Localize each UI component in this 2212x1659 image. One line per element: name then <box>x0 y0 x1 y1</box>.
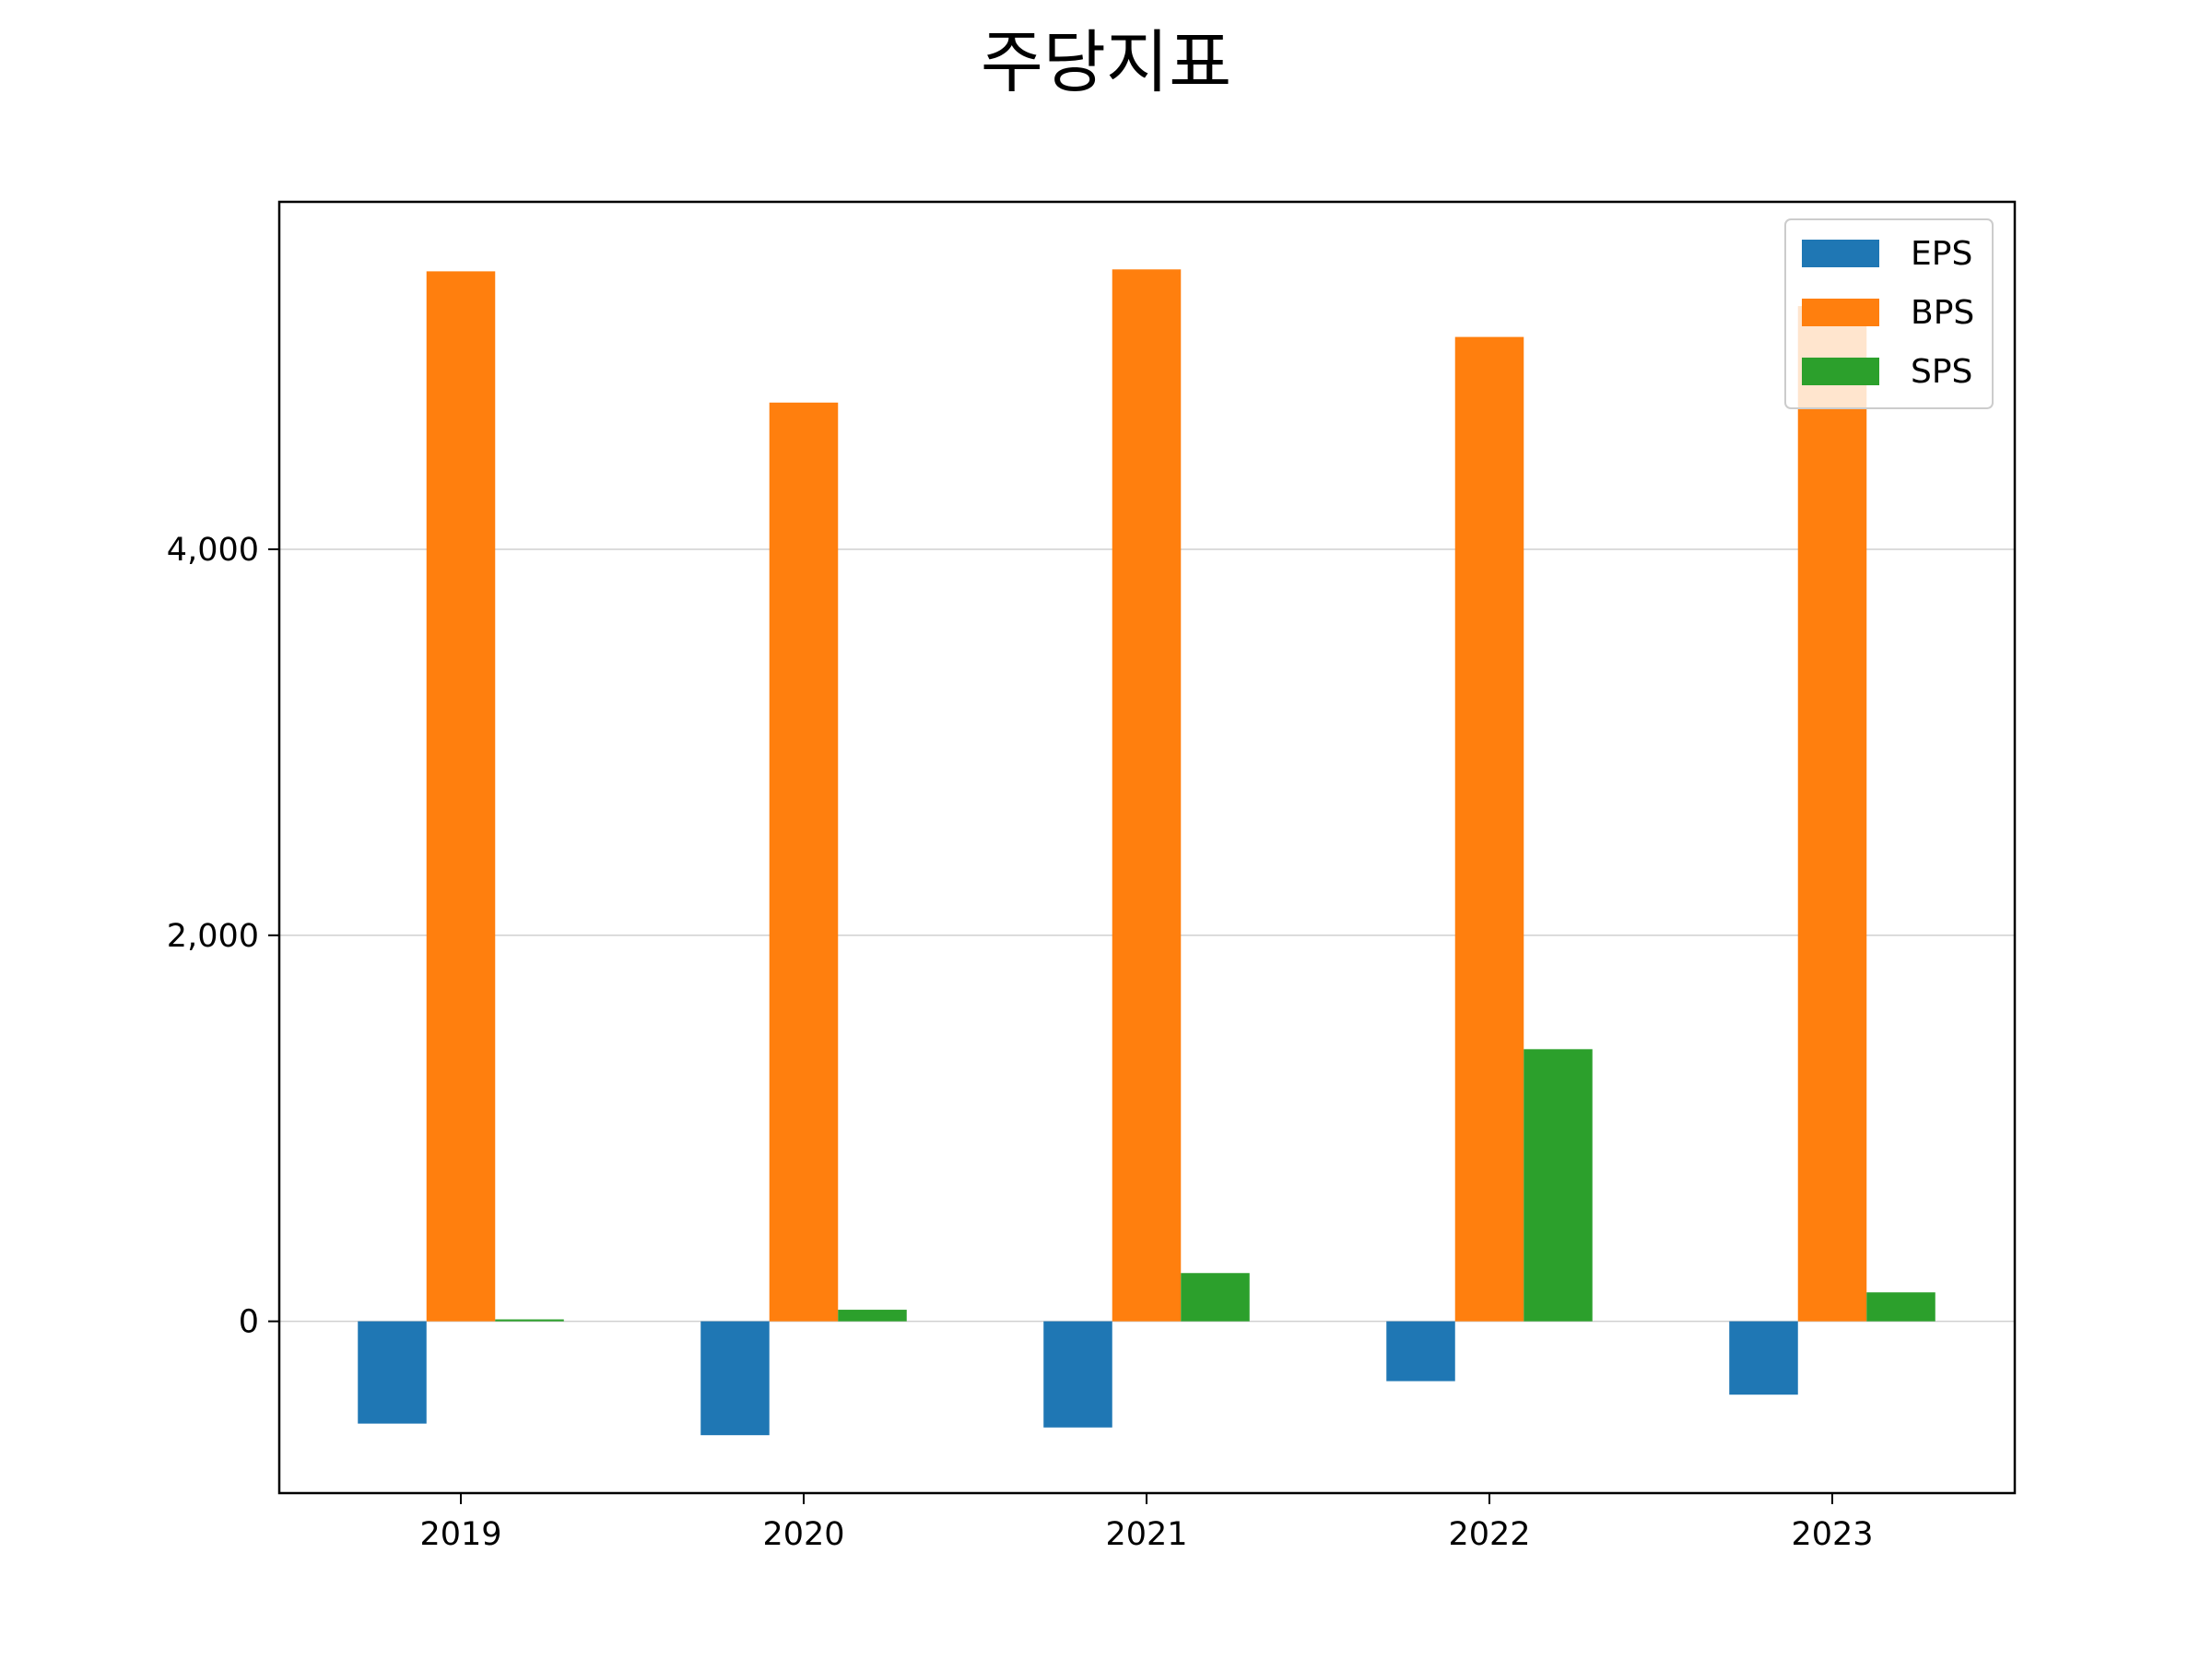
bar-eps-2020 <box>700 1321 770 1436</box>
legend-label-bps: BPS <box>1911 294 1974 332</box>
legend: EPS BPS SPS <box>1784 218 1994 409</box>
chart-title: 주당지표 <box>981 23 1231 102</box>
bar-eps-2019 <box>358 1321 427 1424</box>
bar-bps-2021 <box>1112 269 1182 1322</box>
legend-swatch-sps <box>1802 358 1879 385</box>
legend-label-eps: EPS <box>1911 235 1972 273</box>
bar-bps-2023 <box>1797 306 1867 1322</box>
bar-bps-2020 <box>769 402 839 1322</box>
x-tick-label: 2022 <box>1448 1516 1530 1553</box>
bar-bps-2022 <box>1454 336 1524 1322</box>
bar-eps-2021 <box>1043 1321 1112 1428</box>
x-tick-label: 2021 <box>1105 1516 1187 1553</box>
legend-swatch-bps <box>1802 299 1879 326</box>
y-tick-label: 2,000 <box>167 918 259 955</box>
bar-bps-2019 <box>426 271 496 1322</box>
y-tick-label: 0 <box>239 1304 259 1341</box>
x-tick-label: 2020 <box>762 1516 844 1553</box>
y-tick-label: 4,000 <box>167 532 259 569</box>
x-axis-ticks: 2019 2020 2021 2022 2023 <box>419 1493 1874 1553</box>
bar-sps-2019 <box>495 1319 564 1322</box>
x-tick-label: 2023 <box>1791 1516 1873 1553</box>
bar-eps-2022 <box>1386 1321 1455 1382</box>
bars <box>358 269 1936 1436</box>
bar-sps-2022 <box>1524 1049 1593 1322</box>
x-tick-label: 2019 <box>419 1516 501 1553</box>
legend-label-sps: SPS <box>1911 353 1972 391</box>
bar-sps-2020 <box>838 1310 907 1322</box>
legend-swatch-eps <box>1802 240 1879 267</box>
y-axis-ticks: 0 2,000 4,000 <box>167 532 279 1341</box>
bar-sps-2023 <box>1866 1292 1936 1322</box>
bar-eps-2023 <box>1729 1321 1798 1395</box>
bar-sps-2021 <box>1181 1273 1250 1322</box>
